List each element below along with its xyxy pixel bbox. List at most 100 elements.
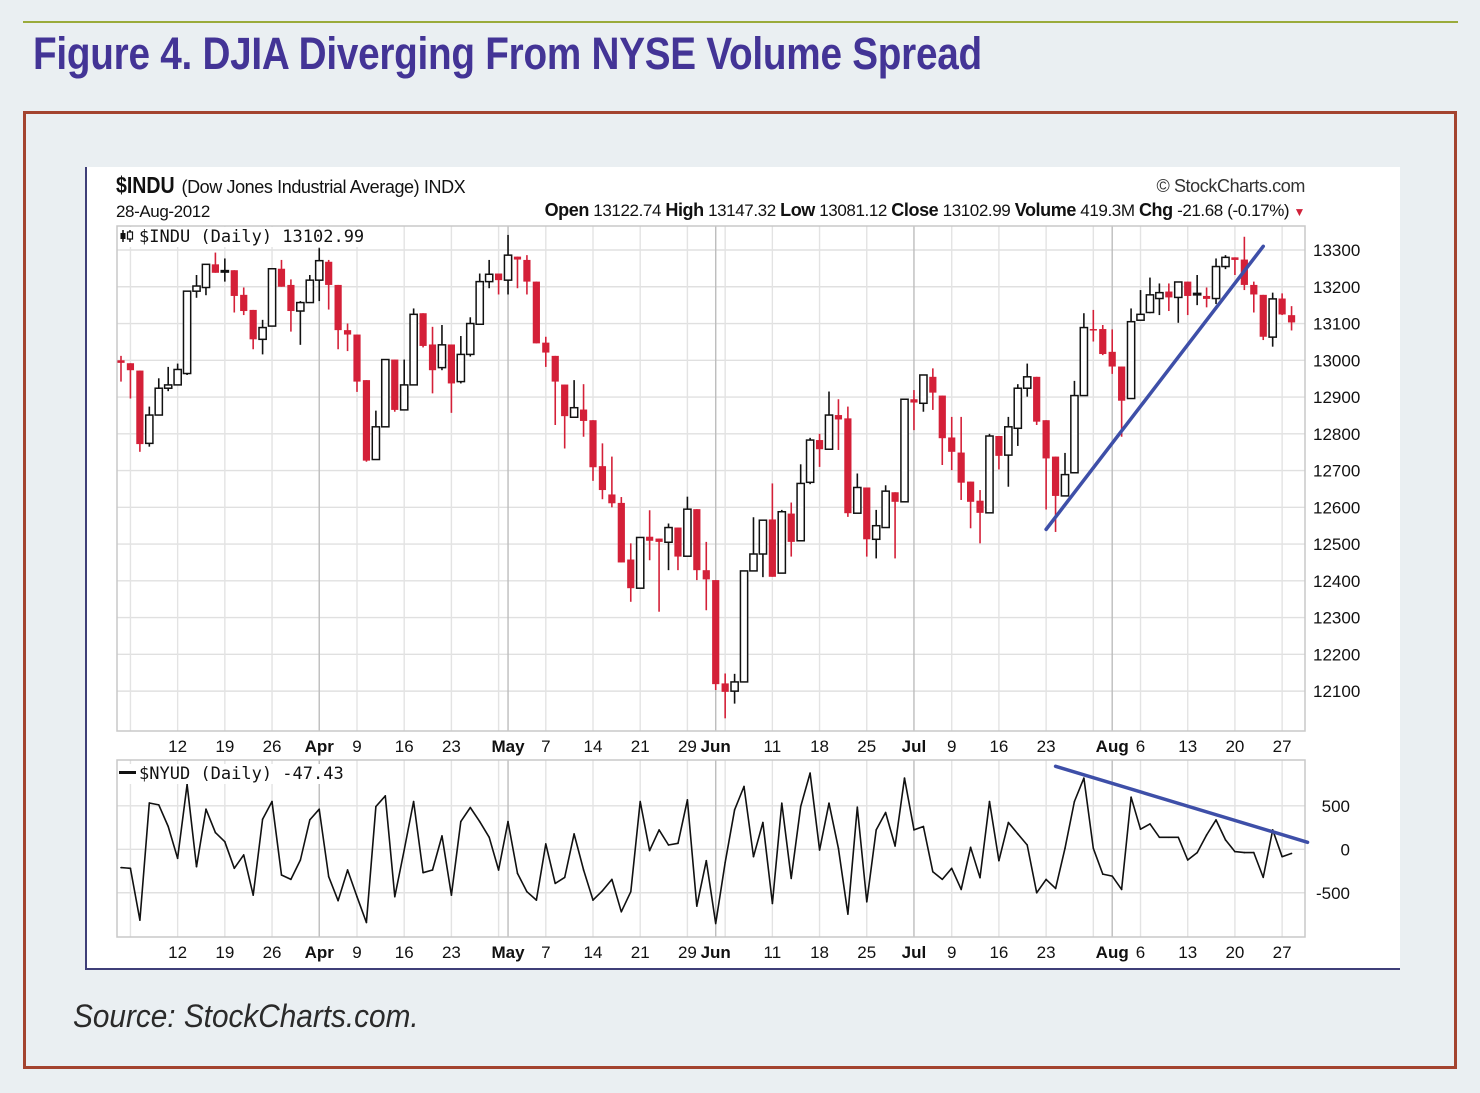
candle-body bbox=[579, 409, 588, 421]
candle bbox=[1060, 452, 1070, 497]
candle-body bbox=[173, 368, 182, 386]
nyud-point bbox=[318, 808, 321, 810]
x-tick-label: 23 bbox=[1037, 737, 1056, 756]
nyud-point bbox=[1092, 847, 1095, 850]
candle-body bbox=[976, 500, 984, 513]
nyud-point bbox=[431, 869, 434, 871]
candle bbox=[1240, 236, 1248, 291]
nyud-point bbox=[252, 894, 254, 896]
nyud-point bbox=[592, 899, 594, 901]
nyud-point bbox=[1073, 800, 1076, 803]
price-trendline bbox=[1044, 244, 1265, 532]
nyud-point bbox=[865, 900, 868, 903]
x-tick-label: 23 bbox=[442, 943, 461, 962]
candle bbox=[891, 492, 899, 559]
nyud-point bbox=[545, 843, 547, 845]
candle-body bbox=[891, 492, 899, 502]
nyud-point bbox=[828, 802, 830, 804]
candle bbox=[230, 270, 238, 313]
candle-body bbox=[1033, 376, 1041, 422]
nyud-point bbox=[214, 831, 217, 834]
nyud-point bbox=[950, 867, 953, 870]
candle-body bbox=[815, 440, 824, 450]
candle bbox=[787, 502, 795, 557]
candle bbox=[796, 464, 806, 542]
price-legend: $INDU (Daily) 13102.99 bbox=[119, 227, 365, 247]
candle-body bbox=[617, 502, 625, 563]
candle-body bbox=[1060, 473, 1070, 497]
candle-body bbox=[136, 370, 144, 445]
candle bbox=[551, 355, 559, 425]
x-tick-label: 27 bbox=[1273, 737, 1292, 756]
nyud-point bbox=[714, 922, 717, 925]
x-tick-label: 11 bbox=[764, 737, 782, 756]
nyud-point bbox=[601, 889, 604, 892]
candle-body bbox=[948, 437, 956, 452]
candle bbox=[1089, 309, 1097, 342]
nyud-point bbox=[1215, 819, 1217, 821]
candle-body bbox=[192, 285, 201, 292]
volume-label: Volume bbox=[1014, 200, 1077, 220]
candle bbox=[495, 273, 503, 295]
nyud-point bbox=[1101, 873, 1104, 875]
x-tick-label: 18 bbox=[810, 737, 829, 756]
x-tick-label: 9 bbox=[352, 737, 361, 756]
candle bbox=[1118, 366, 1126, 437]
candle bbox=[635, 536, 645, 589]
candle-body bbox=[287, 284, 295, 312]
open-label: Open bbox=[544, 200, 590, 220]
nyud-point bbox=[186, 783, 188, 786]
candle bbox=[805, 437, 815, 485]
nyud-point bbox=[799, 805, 802, 808]
nyud-point bbox=[667, 844, 670, 846]
candle bbox=[447, 344, 455, 413]
x-tick-label: Aug bbox=[1096, 943, 1129, 962]
candle bbox=[182, 290, 192, 375]
nyud-point bbox=[988, 800, 991, 803]
nyud-point bbox=[1045, 878, 1047, 881]
candle bbox=[173, 363, 182, 386]
chart-header-title: $INDU (Dow Jones Industrial Average) IND… bbox=[116, 172, 466, 199]
candle-body bbox=[910, 399, 918, 403]
copyright: © StockCharts.com bbox=[1156, 176, 1305, 196]
candle-body bbox=[1126, 320, 1136, 400]
candle bbox=[1013, 384, 1023, 446]
candle-body bbox=[967, 481, 975, 502]
x-tick-label: Jun bbox=[701, 943, 731, 962]
x-tick-label: 12 bbox=[168, 737, 187, 756]
nyud-point bbox=[771, 902, 774, 905]
x-tick-label: 23 bbox=[442, 737, 461, 756]
candle bbox=[154, 378, 164, 416]
candle bbox=[1022, 363, 1032, 397]
candle-body bbox=[852, 486, 862, 514]
candle-body bbox=[334, 284, 342, 331]
candle bbox=[117, 355, 125, 382]
candle-body bbox=[484, 273, 494, 283]
quote-date: 28-Aug-2012 bbox=[116, 202, 210, 221]
candle bbox=[201, 263, 211, 296]
nyud-point bbox=[1196, 851, 1198, 854]
candle bbox=[1278, 293, 1286, 316]
nyud-point bbox=[922, 825, 925, 828]
candle-body bbox=[768, 519, 776, 577]
candle bbox=[409, 308, 418, 386]
low-label: Low bbox=[780, 200, 815, 220]
candle bbox=[1231, 257, 1239, 275]
symbol-description: (Dow Jones Industrial Average) INDX bbox=[181, 177, 466, 197]
candle bbox=[391, 359, 399, 412]
candle-body bbox=[1173, 281, 1183, 299]
nyud-point bbox=[856, 806, 859, 808]
candle-body bbox=[693, 509, 701, 571]
candle-body bbox=[712, 580, 720, 685]
candle bbox=[523, 255, 531, 295]
nyud-point bbox=[507, 820, 509, 823]
candle-body bbox=[542, 342, 550, 353]
low-value: 13081.12 bbox=[819, 201, 887, 220]
candle-body bbox=[220, 269, 230, 273]
nyud-point bbox=[148, 802, 151, 804]
x-tick-label: 26 bbox=[263, 737, 282, 756]
candle-body bbox=[777, 510, 787, 574]
x-tick-label: 21 bbox=[631, 737, 650, 756]
candle-body bbox=[1221, 256, 1230, 268]
nyud-y-tick-label: 500 bbox=[1322, 797, 1350, 816]
